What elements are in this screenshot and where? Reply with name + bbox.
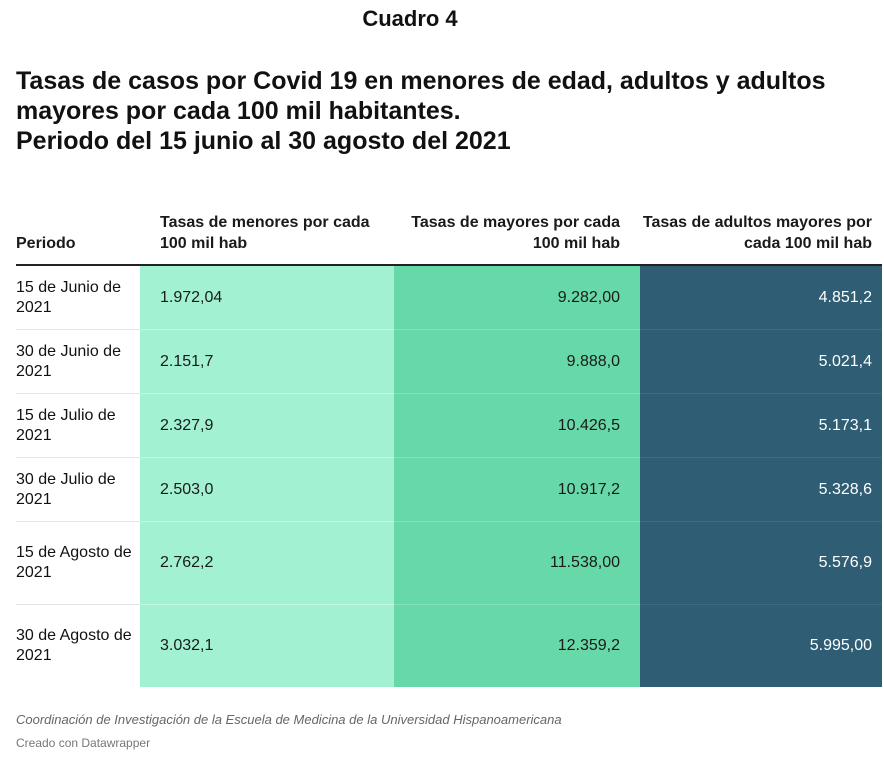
cell-periodo: 15 de Junio de 2021: [16, 265, 140, 330]
cell-adultos-mayores: 4.851,2: [640, 265, 882, 330]
cell-menores: 2.151,7: [140, 329, 394, 394]
cell-periodo: 30 de Agosto de 2021: [16, 627, 132, 664]
covid-rates-table: Periodo Tasas de menores por cada 100 mi…: [16, 186, 882, 687]
cell-menores: 1.972,04: [140, 265, 394, 330]
table-row: 30 de Agosto de 2021 3.032,1 12.359,2 5.…: [16, 604, 882, 687]
title-line-3: Periodo del 15 junio al 30 agosto del 20…: [16, 127, 511, 155]
document-label: Cuadro 4: [362, 6, 458, 31]
table-row: 30 de Julio de 2021 2.503,0 10.917,2 5.3…: [16, 457, 882, 522]
table-row: 30 de Junio de 2021 2.151,7 9.888,0 5.02…: [16, 329, 882, 394]
cell-menores: 3.032,1: [140, 604, 394, 687]
cell-mayores: 11.538,00: [394, 521, 640, 605]
cell-mayores: 10.917,2: [394, 457, 640, 522]
cell-adultos-mayores: 5.576,9: [640, 521, 882, 605]
header-periodo[interactable]: Periodo: [16, 186, 140, 266]
cell-mayores: 9.888,0: [394, 329, 640, 394]
cell-adultos-mayores: 5.173,1: [640, 393, 882, 458]
table-title: Tasas de casos por Covid 19 en menores d…: [16, 66, 856, 156]
table-row: 15 de Julio de 2021 2.327,9 10.426,5 5.1…: [16, 393, 882, 458]
cell-menores: 2.762,2: [140, 521, 394, 605]
header-mayores[interactable]: Tasas de mayores por cada 100 mil hab: [394, 186, 640, 266]
header-adultos-mayores[interactable]: Tasas de adultos mayores por cada 100 mi…: [640, 186, 882, 266]
table-row: 15 de Agosto de 2021 2.762,2 11.538,00 5…: [16, 521, 882, 605]
table-row: 15 de Junio de 2021 1.972,04 9.282,00 4.…: [16, 265, 882, 330]
cell-periodo: 30 de Junio de 2021: [16, 329, 140, 394]
cell-adultos-mayores: 5.328,6: [640, 457, 882, 522]
header-menores[interactable]: Tasas de menores por cada 100 mil hab: [140, 186, 394, 266]
cell-adultos-mayores: 5.021,4: [640, 329, 882, 394]
cell-periodo: 30 de Julio de 2021: [16, 457, 140, 522]
cell-menores: 2.327,9: [140, 393, 394, 458]
title-line-1: Tasas de casos por Covid 19 en menores d…: [16, 67, 826, 95]
cell-adultos-mayores: 5.995,00: [640, 604, 882, 687]
source-note: Coordinación de Investigación de la Escu…: [16, 712, 562, 727]
cell-mayores: 9.282,00: [394, 265, 640, 330]
cell-menores: 2.503,0: [140, 457, 394, 522]
title-line-2: mayores por cada 100 mil habitantes.: [16, 97, 461, 125]
datawrapper-credit[interactable]: Creado con Datawrapper: [16, 736, 151, 750]
table-header-row: Periodo Tasas de menores por cada 100 mi…: [16, 186, 882, 266]
cell-periodo: 15 de Julio de 2021: [16, 393, 140, 458]
cell-mayores: 10.426,5: [394, 393, 640, 458]
cell-periodo: 15 de Agosto de 2021: [16, 521, 140, 605]
cell-mayores: 12.359,2: [394, 604, 640, 687]
